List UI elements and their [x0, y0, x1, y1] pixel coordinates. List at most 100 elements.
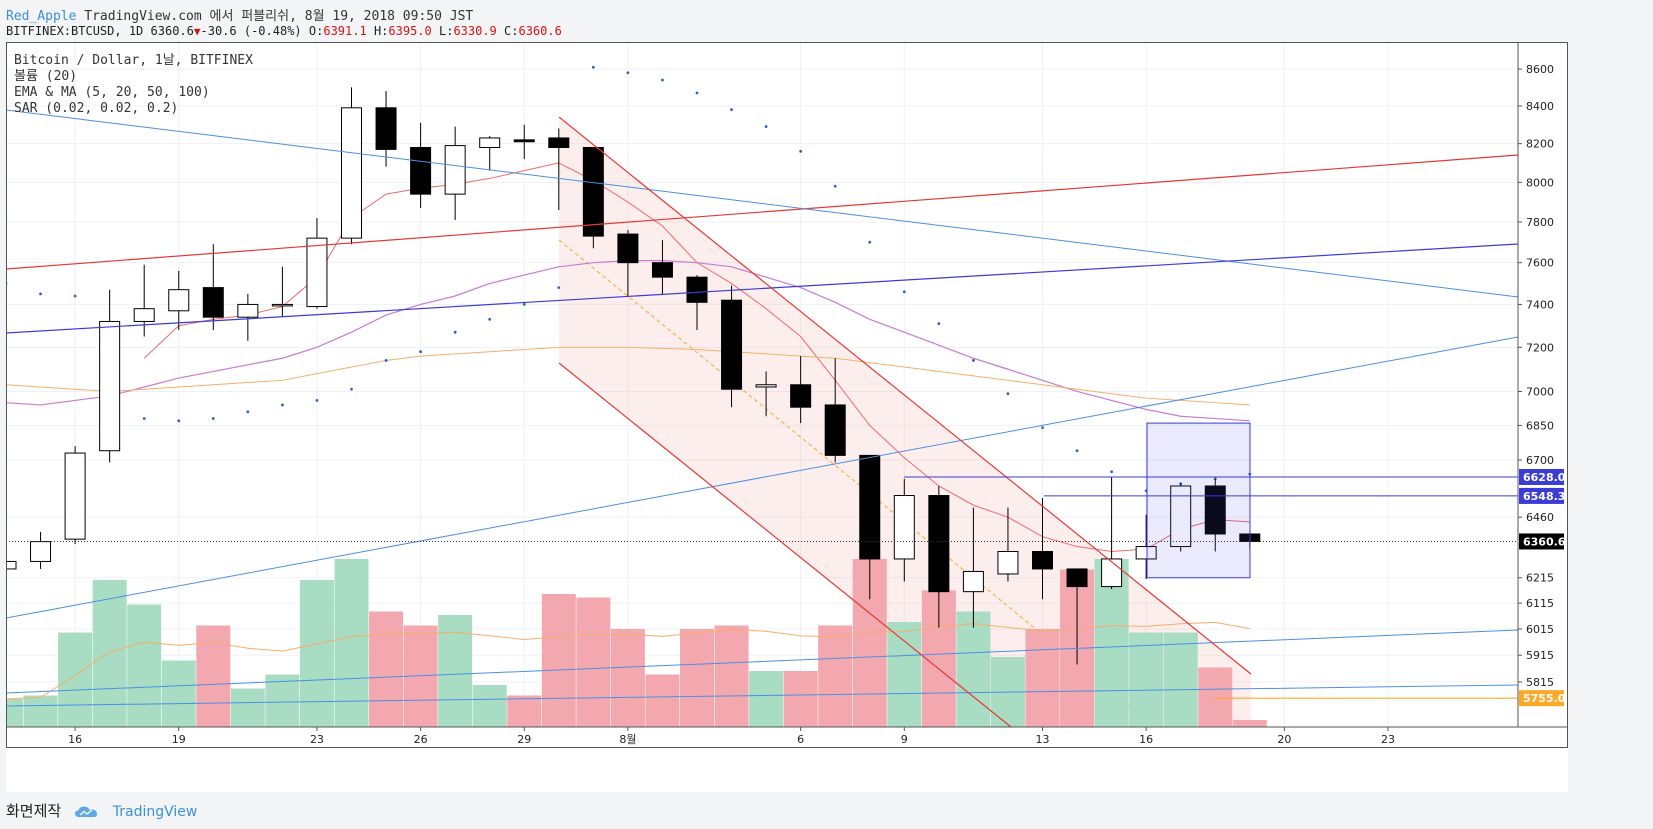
low-label: L:	[438, 24, 454, 38]
y-tick-label: 6215	[1526, 572, 1554, 585]
sar-dot	[419, 350, 422, 354]
symbol-label: BITFINEX:BTCUSD, 1D	[6, 24, 144, 38]
volume-bar	[645, 674, 680, 727]
y-tick-label: 7200	[1526, 341, 1554, 354]
publish-text: TradingView.com 에서 퍼블리쉬, 8월 19, 2018 09:…	[84, 9, 474, 24]
candle-down	[651, 262, 673, 278]
candle-down	[721, 299, 743, 390]
sar-dot	[177, 419, 181, 423]
candlesticks	[6, 87, 1261, 665]
candle-down	[686, 276, 708, 303]
sar-dot	[833, 184, 837, 188]
candle-down	[617, 233, 639, 264]
sar-dot	[902, 290, 906, 294]
volume-bar	[541, 594, 576, 727]
footer: 화면제작 TradingView	[6, 800, 197, 821]
tradingview-brand[interactable]: TradingView	[112, 804, 198, 820]
candle-down	[582, 146, 604, 237]
x-tick-label: 26	[414, 733, 428, 746]
ema50-line	[6, 346, 1250, 406]
price-label: 6360.6	[1523, 535, 1566, 548]
x-tick-label: 8월	[619, 733, 636, 746]
volume-bar	[749, 671, 784, 727]
candle-down	[1204, 485, 1226, 535]
x-tick-label: 23	[1381, 733, 1395, 746]
volume-bar	[230, 688, 265, 727]
lower-trendline-blue	[6, 629, 1519, 694]
legend-sar: SAR (0.02, 0.02, 0.2)	[14, 101, 178, 116]
y-tick-label: 7000	[1526, 385, 1554, 398]
candle-down	[928, 495, 950, 593]
volume-bar	[714, 625, 749, 727]
sar-dot	[350, 387, 353, 391]
y-tick-label: 7600	[1526, 257, 1554, 270]
y-tick-label: 8200	[1526, 138, 1554, 151]
close-label: C:	[504, 24, 519, 38]
chart-legend: Bitcoin / Dollar, 1날, BITFINEX 볼륨 (20) E…	[14, 53, 253, 116]
volume-bar	[1163, 632, 1198, 727]
candle-down	[1032, 550, 1053, 570]
drawing-layer-front	[6, 109, 1519, 728]
candle-up	[755, 384, 777, 388]
x-tick-label: 19	[172, 733, 186, 746]
candle-up	[237, 303, 259, 318]
volume-bar	[334, 559, 369, 727]
price-label: 5755.0	[1523, 692, 1566, 705]
sar-dot	[453, 330, 457, 334]
volume-bar	[369, 611, 404, 727]
volume-bar	[887, 622, 922, 727]
high-value: 6395.0	[388, 24, 432, 38]
x-tick-label: 9	[901, 733, 908, 746]
y-tick-label: 6015	[1526, 623, 1554, 636]
y-tick-label: 6115	[1526, 597, 1554, 610]
sar-dot	[522, 303, 526, 306]
candle-up	[64, 452, 86, 540]
candle-up	[30, 541, 52, 562]
candle-up	[1170, 485, 1192, 548]
x-tick-label: 23	[310, 733, 324, 746]
y-tick-label: 6850	[1526, 419, 1554, 432]
channel-midline	[558, 239, 1157, 728]
sar-dot	[972, 359, 975, 362]
price-label-bg	[1519, 690, 1564, 707]
legend-ema-ma: EMA & MA (5, 20, 50, 100)	[14, 85, 210, 100]
y-tick-label: 6460	[1526, 511, 1554, 524]
y-tick-label: 5815	[1526, 676, 1554, 689]
price-label: 6548.3	[1523, 490, 1565, 503]
sar-dot	[695, 91, 699, 95]
legend-symbol: Bitcoin / Dollar, 1날, BITFINEX	[14, 53, 253, 68]
y-tick-label: 8400	[1526, 100, 1554, 113]
volume-bar	[127, 604, 162, 727]
sar-dot	[661, 78, 664, 82]
candle-down	[1066, 568, 1088, 588]
volume-bar	[6, 699, 23, 727]
high-label: H:	[373, 24, 389, 38]
price-label: 6628.0	[1523, 471, 1566, 484]
candle-up	[133, 308, 155, 322]
y-tick-label: 8000	[1526, 176, 1554, 189]
legend-volume: 볼륨 (20)	[14, 69, 77, 84]
candle-up	[306, 237, 328, 308]
sar-dot	[1041, 426, 1044, 430]
candle-up	[1101, 558, 1123, 588]
author-link[interactable]: Red_Apple	[6, 9, 77, 24]
volume-bar	[1129, 632, 1164, 727]
chart-background	[6, 42, 1568, 792]
candle-down	[824, 404, 846, 456]
candle-up	[99, 320, 121, 452]
descending-trendline-blue	[6, 109, 1519, 298]
candle-up	[479, 137, 501, 148]
sar-dot	[1075, 449, 1079, 453]
volume-bar	[472, 685, 507, 727]
x-tick-label: 29	[517, 733, 531, 746]
x-tick-label: 20	[1277, 733, 1291, 746]
volume-bar	[818, 625, 853, 727]
rising-trendline-blue	[6, 336, 1519, 619]
volume-bar	[507, 695, 542, 727]
volume-bar	[23, 695, 58, 727]
x-tick-label: 13	[1036, 733, 1050, 746]
volume-bar	[610, 629, 645, 727]
sar-dot	[315, 399, 319, 402]
price-chart[interactable]: 8600 8400 8200 8000 7800 7600 7400 7200 7000 6850…	[6, 42, 1568, 792]
y-tick-label: 8600	[1526, 63, 1554, 76]
